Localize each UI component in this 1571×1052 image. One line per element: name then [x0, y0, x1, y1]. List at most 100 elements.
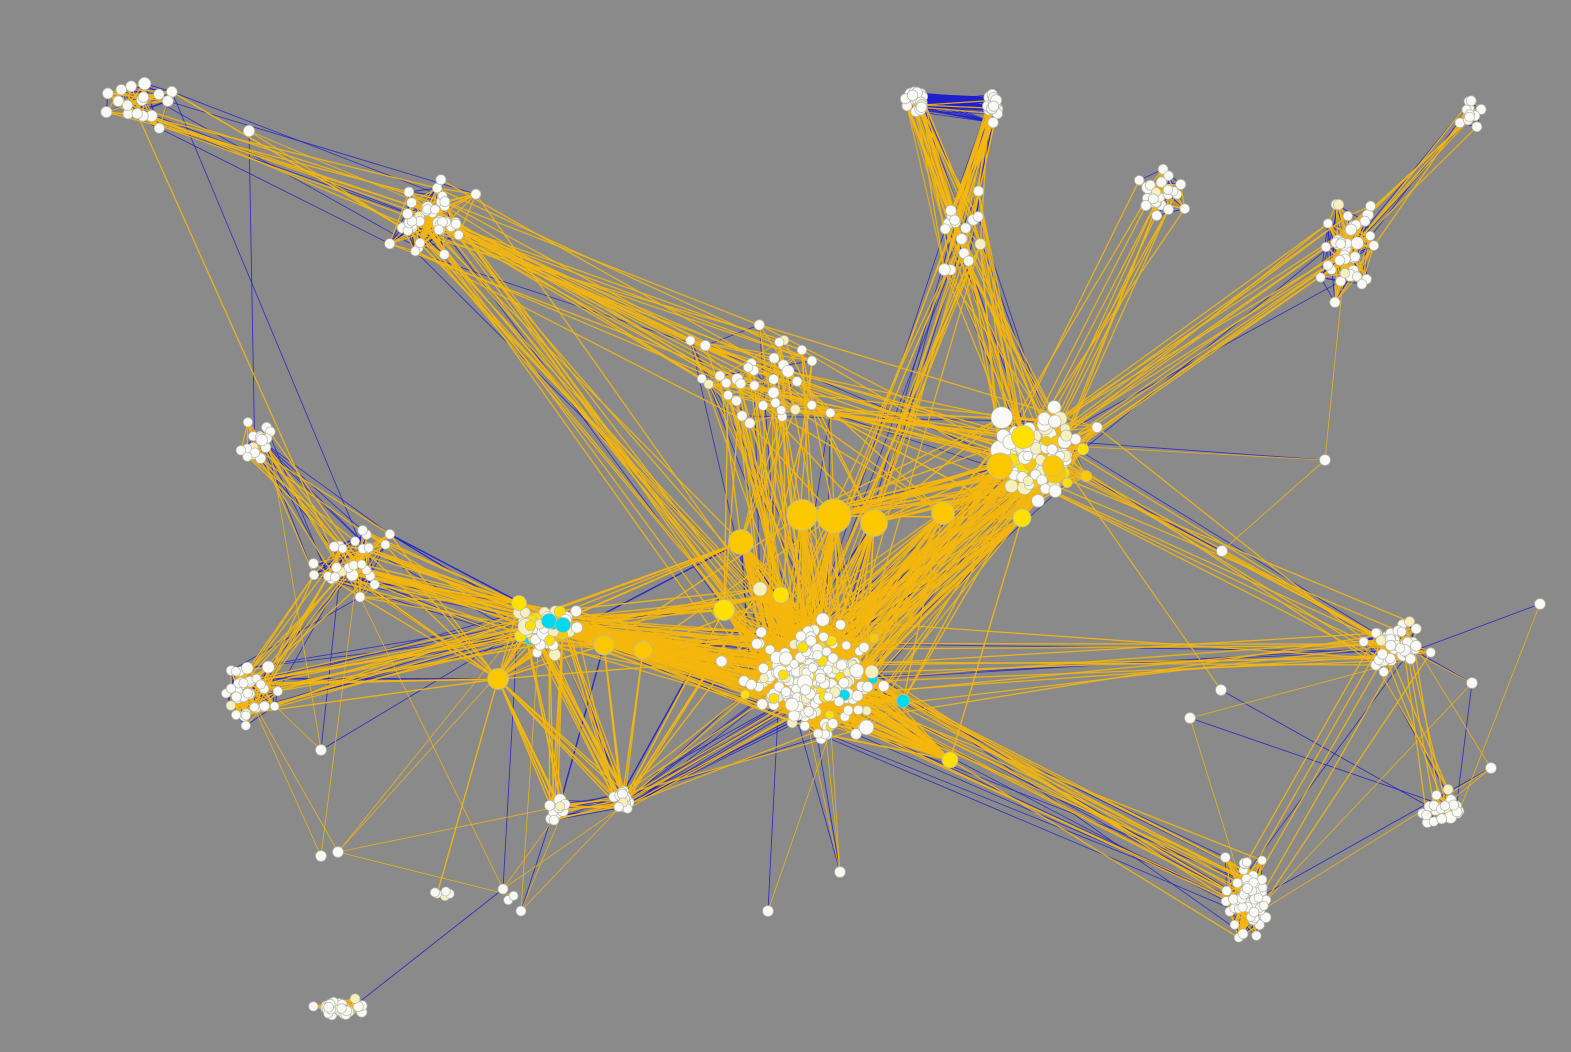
graph-node[interactable]	[861, 681, 874, 693]
graph-node[interactable]	[764, 644, 776, 655]
graph-node[interactable]	[827, 718, 839, 729]
graph-node[interactable]	[877, 680, 890, 692]
graph-node[interactable]	[735, 378, 747, 390]
graph-node[interactable]	[789, 659, 799, 669]
graph-node[interactable]	[812, 649, 823, 661]
graph-node[interactable]	[1229, 919, 1240, 930]
graph-node[interactable]	[696, 373, 707, 384]
graph-node[interactable]	[931, 501, 955, 525]
graph-node[interactable]	[115, 84, 127, 96]
graph-node[interactable]	[548, 648, 561, 661]
graph-node[interactable]	[960, 222, 972, 234]
graph-node[interactable]	[453, 229, 464, 241]
graph-node[interactable]	[249, 702, 260, 713]
graph-node[interactable]	[1080, 470, 1093, 483]
graph-node[interactable]	[406, 197, 417, 208]
graph-node[interactable]	[137, 91, 150, 103]
graph-node[interactable]	[1365, 200, 1376, 212]
graph-node[interactable]	[508, 890, 519, 901]
graph-node[interactable]	[781, 364, 795, 378]
graph-node[interactable]	[1319, 454, 1331, 466]
graph-node[interactable]	[869, 633, 879, 644]
graph-node[interactable]	[743, 362, 754, 373]
graph-node[interactable]	[100, 106, 113, 118]
graph-node[interactable]	[1251, 930, 1262, 941]
graph-node[interactable]	[571, 621, 583, 634]
graph-node[interactable]	[1253, 892, 1264, 903]
graph-node[interactable]	[685, 335, 696, 346]
graph-node[interactable]	[757, 662, 769, 674]
graph-node[interactable]	[791, 376, 803, 387]
graph-node[interactable]	[1485, 762, 1497, 774]
graph-node[interactable]	[332, 846, 344, 858]
graph-node[interactable]	[972, 211, 984, 223]
graph-node[interactable]	[162, 95, 174, 107]
graph-node[interactable]	[850, 728, 862, 740]
graph-node[interactable]	[833, 696, 845, 707]
graph-node[interactable]	[823, 691, 834, 702]
graph-node[interactable]	[1047, 400, 1062, 415]
graph-node[interactable]	[336, 1003, 347, 1014]
graph-node[interactable]	[818, 631, 829, 643]
graph-node[interactable]	[1048, 414, 1062, 429]
graph-node[interactable]	[1315, 272, 1326, 283]
graph-node[interactable]	[851, 690, 864, 702]
graph-node[interactable]	[515, 905, 527, 917]
graph-node[interactable]	[369, 579, 380, 590]
graph-node[interactable]	[858, 642, 870, 653]
graph-node[interactable]	[796, 344, 807, 356]
graph-node[interactable]	[308, 1001, 319, 1012]
graph-node[interactable]	[1394, 642, 1406, 654]
graph-node[interactable]	[1184, 712, 1196, 724]
graph-node[interactable]	[231, 691, 242, 703]
graph-node[interactable]	[487, 668, 509, 690]
graph-node[interactable]	[849, 663, 865, 678]
graph-node[interactable]	[745, 679, 757, 691]
graph-node[interactable]	[768, 352, 780, 364]
graph-node[interactable]	[722, 390, 733, 401]
graph-node[interactable]	[941, 751, 959, 769]
graph-node[interactable]	[1175, 178, 1187, 190]
graph-node[interactable]	[1221, 885, 1232, 896]
graph-node[interactable]	[736, 410, 748, 422]
graph-node[interactable]	[751, 638, 763, 650]
graph-node[interactable]	[713, 599, 735, 621]
graph-node[interactable]	[749, 380, 760, 391]
graph-node[interactable]	[1320, 241, 1332, 253]
graph-node[interactable]	[269, 701, 280, 712]
graph-node[interactable]	[1061, 477, 1073, 489]
graph-node[interactable]	[349, 993, 361, 1004]
graph-node[interactable]	[1155, 176, 1167, 188]
graph-node[interactable]	[731, 395, 742, 407]
graph-node[interactable]	[955, 233, 968, 245]
graph-node[interactable]	[1375, 635, 1387, 647]
graph-node[interactable]	[815, 672, 827, 684]
graph-node[interactable]	[776, 405, 787, 416]
graph-node[interactable]	[410, 246, 421, 257]
graph-node[interactable]	[544, 800, 555, 811]
graph-node[interactable]	[272, 686, 283, 697]
graph-node[interactable]	[593, 634, 615, 656]
graph-node[interactable]	[1405, 653, 1417, 665]
graph-node[interactable]	[1162, 184, 1174, 195]
graph-node[interactable]	[744, 417, 756, 429]
graph-node[interactable]	[1342, 210, 1353, 221]
graph-node[interactable]	[915, 101, 928, 113]
graph-node[interactable]	[555, 801, 566, 812]
graph-node[interactable]	[1436, 813, 1448, 825]
graph-node[interactable]	[328, 541, 340, 553]
graph-node[interactable]	[1335, 238, 1347, 250]
graph-node[interactable]	[1410, 640, 1422, 652]
graph-node[interactable]	[803, 706, 815, 717]
graph-node[interactable]	[226, 683, 237, 694]
graph-node[interactable]	[1257, 855, 1267, 866]
graph-node[interactable]	[779, 651, 793, 666]
graph-node[interactable]	[1358, 636, 1369, 647]
graph-node[interactable]	[1248, 906, 1260, 918]
graph-node[interactable]	[240, 710, 251, 721]
graph-node[interactable]	[1376, 648, 1388, 660]
graph-node[interactable]	[384, 529, 396, 540]
graph-node[interactable]	[1248, 877, 1259, 888]
graph-node[interactable]	[740, 689, 751, 700]
graph-node[interactable]	[429, 887, 440, 898]
